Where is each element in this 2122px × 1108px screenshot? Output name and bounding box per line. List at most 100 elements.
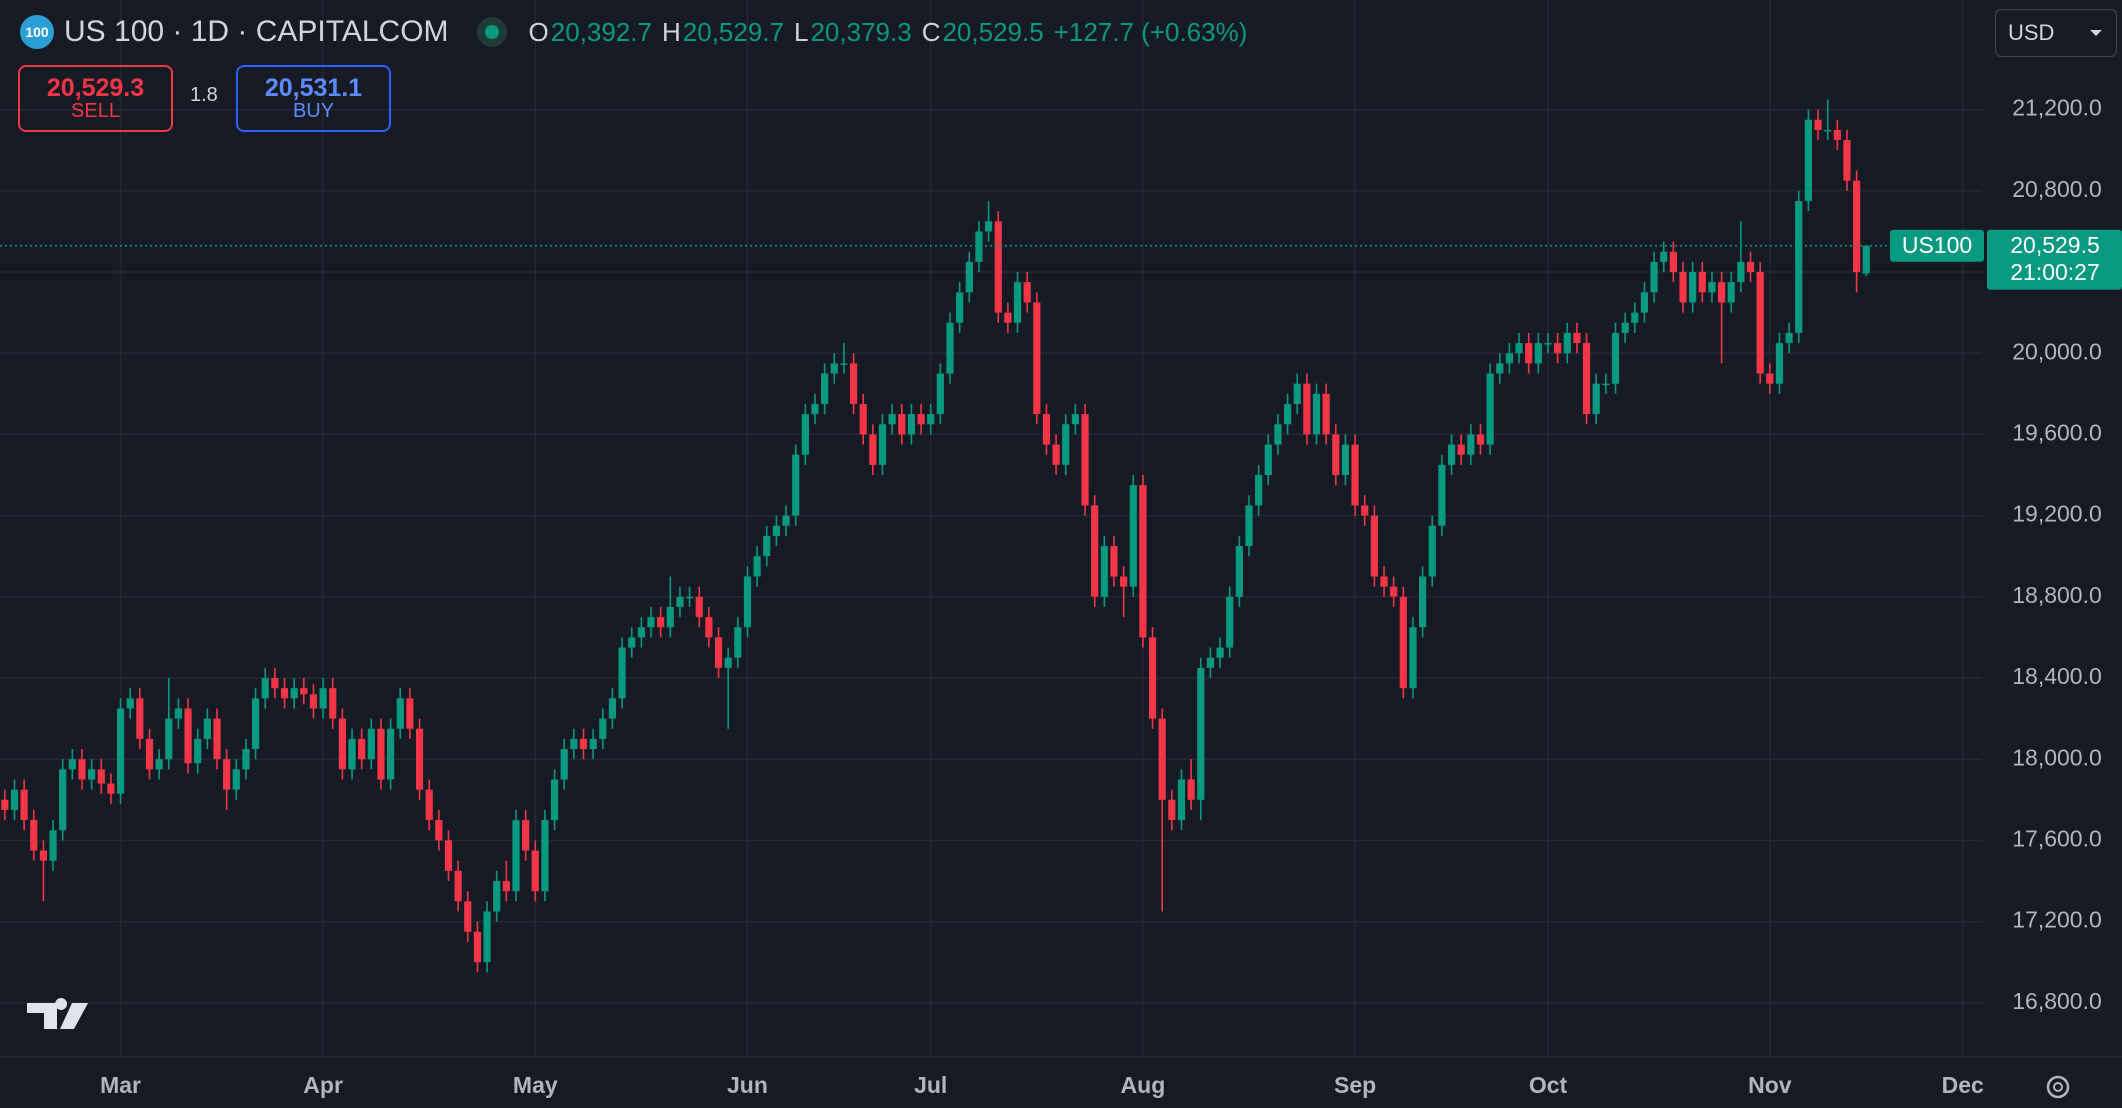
candle-body: [1235, 546, 1243, 597]
y-tick-label: 20,000.0: [2012, 338, 2102, 364]
candle-body: [1438, 464, 1446, 526]
candle-body: [1862, 245, 1870, 274]
candle-body: [1177, 779, 1186, 821]
y-tick-label: 18,800.0: [2012, 582, 2102, 608]
candle-body: [1216, 647, 1224, 658]
candle-body: [165, 718, 173, 760]
candle-body: [917, 414, 925, 425]
ohlc-value: 20,529.7: [682, 16, 784, 47]
candle-body: [1042, 414, 1051, 445]
candle-body: [1621, 322, 1629, 333]
candle-body: [984, 221, 993, 232]
candles: [1, 99, 1870, 973]
candle-body: [435, 820, 443, 841]
buy-button[interactable]: 20,531.1 BUY: [236, 65, 391, 132]
candle-body: [994, 221, 1002, 313]
countdown-label: 21:00:27: [2010, 259, 2100, 285]
candle-body: [1853, 180, 1861, 273]
candle-body: [203, 718, 211, 739]
candle-body: [502, 881, 510, 892]
candle-body: [1467, 434, 1475, 455]
candle-body: [1486, 373, 1494, 445]
candle-body: [444, 840, 453, 871]
candle-body: [1496, 363, 1504, 374]
candle-body: [512, 820, 520, 892]
candle-body: [1341, 444, 1350, 476]
candle-body: [473, 931, 482, 963]
candle-body: [290, 688, 298, 699]
ohlc-value: 20,379.3: [810, 16, 912, 47]
candle-body: [1717, 282, 1726, 303]
candle-body: [550, 779, 559, 821]
candle-body: [1708, 282, 1716, 293]
candle-body: [107, 783, 115, 794]
sell-button[interactable]: 20,529.3 SELL: [18, 65, 173, 132]
candle-body: [927, 414, 935, 425]
buy-price: 20,531.1: [264, 73, 363, 102]
candle-body: [792, 454, 800, 516]
candle-body: [483, 911, 491, 963]
candle-body: [1457, 444, 1465, 455]
candle-body: [1428, 525, 1436, 577]
candle-body: [1563, 332, 1571, 354]
candle-body: [358, 738, 366, 760]
candle-body: [849, 363, 858, 404]
candle-body: [126, 698, 134, 709]
candle-body: [242, 749, 250, 770]
candle-body: [145, 738, 154, 770]
candle-body: [898, 414, 906, 435]
candle-body: [1197, 667, 1205, 800]
candle-body: [377, 728, 385, 780]
candle-body: [1206, 657, 1215, 668]
ohlc-low: L20,379.3: [794, 17, 912, 48]
candle-body: [1, 799, 9, 810]
candle-body: [811, 403, 819, 415]
candle-body: [608, 698, 617, 719]
candle-body: [686, 596, 694, 599]
ohlc-value: 20,392.7: [550, 16, 652, 47]
candle-body: [49, 830, 57, 861]
candle-body: [541, 820, 549, 892]
candle-body: [1698, 272, 1706, 293]
candle-body: [232, 769, 240, 790]
candle-body: [387, 728, 395, 780]
candle-body: [59, 769, 67, 831]
chart-title[interactable]: US 100 · 1D · CAPITALCOM: [64, 15, 449, 48]
currency-select[interactable]: USD: [1995, 9, 2117, 57]
candle-body: [1004, 312, 1012, 323]
candle-body: [300, 688, 308, 695]
candle-body: [1293, 383, 1301, 404]
candle-body: [1033, 302, 1041, 415]
candle-body: [30, 820, 38, 851]
candle-body: [1110, 546, 1118, 577]
candle-body: [1669, 251, 1677, 273]
candle-body: [1312, 393, 1321, 435]
candle-body: [1255, 475, 1263, 506]
ohlc-value: 20,529.5: [942, 16, 1044, 47]
x-tick-label: Sep: [1334, 1072, 1376, 1098]
candle-body: [493, 881, 501, 912]
candle-body: [1447, 444, 1456, 465]
candle-body: [1245, 505, 1253, 547]
sell-price: 20,529.3: [46, 73, 145, 102]
candle-body: [599, 718, 607, 739]
x-tick-label: Jun: [727, 1072, 768, 1098]
candle-body: [1679, 272, 1687, 303]
candle-body: [647, 617, 655, 628]
candle-body: [1756, 272, 1764, 374]
brand-logo: [27, 998, 88, 1029]
candle-body: [1554, 343, 1562, 354]
y-tick-label: 20,800.0: [2012, 176, 2102, 202]
candle-body: [734, 627, 742, 658]
price-tag-label: 20,529.5: [2010, 232, 2100, 258]
candle-body: [415, 728, 424, 790]
buy-label: BUY: [292, 100, 335, 123]
y-tick-label: 18,000.0: [2012, 744, 2102, 770]
ohlc-open: O20,392.7: [529, 17, 652, 48]
candle-body: [1746, 261, 1755, 273]
candle-body: [1795, 200, 1803, 333]
x-tick-label: Nov: [1748, 1072, 1792, 1098]
candle-body: [1013, 282, 1022, 323]
candle-body: [763, 535, 771, 557]
candle-body: [1766, 373, 1774, 384]
